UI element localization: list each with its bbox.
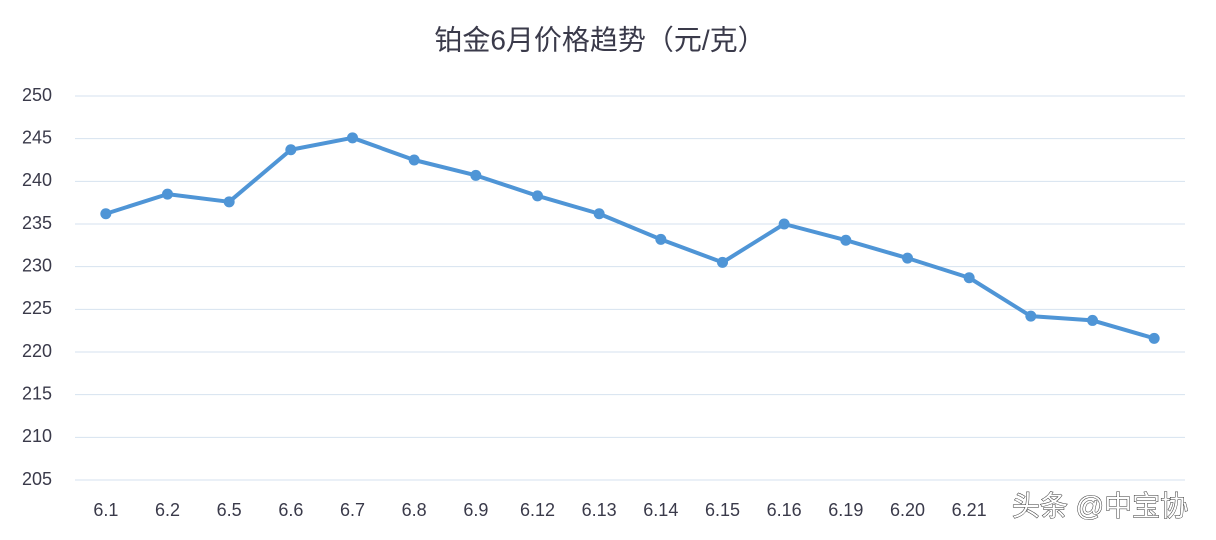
y-tick-label: 220 <box>22 341 52 361</box>
point <box>347 132 358 144</box>
point <box>963 272 975 284</box>
x-tick-label: 6.6 <box>278 500 303 520</box>
x-tick-label: 6.5 <box>217 500 242 520</box>
x-tick-label: 6.15 <box>705 500 740 520</box>
x-tick-label: 6.16 <box>767 500 802 520</box>
point <box>408 154 420 166</box>
y-tick-label: 230 <box>22 255 52 275</box>
x-tick-label: 6.7 <box>340 500 365 520</box>
x-tick-label: 6.8 <box>402 500 427 520</box>
point <box>285 144 297 156</box>
watermark: 头条 @中宝协 <box>1012 490 1188 521</box>
point <box>1087 314 1098 326</box>
x-tick-label: 6.21 <box>952 500 987 520</box>
y-tick-label: 245 <box>22 127 52 147</box>
chart-title: 铂金6月价格趋势（元/克） <box>434 24 765 55</box>
x-tick-label: 6.1 <box>93 500 118 520</box>
y-tick-label: 215 <box>22 383 52 403</box>
x-tick-label: 6.9 <box>463 500 488 520</box>
x-tick-label: 6.20 <box>890 500 925 520</box>
point <box>1148 332 1160 344</box>
y-tick-label: 235 <box>22 213 52 233</box>
point <box>100 208 112 220</box>
point <box>223 196 235 208</box>
x-tick-label: 6.13 <box>582 500 617 520</box>
point <box>717 256 728 268</box>
y-tick-label: 225 <box>22 298 52 318</box>
point <box>902 252 913 264</box>
x-tick-label: 6.2 <box>155 500 180 520</box>
point <box>593 208 605 220</box>
y-tick-label: 240 <box>22 170 52 190</box>
x-tick-label: 6.12 <box>520 500 555 520</box>
x-tick-label: 6.14 <box>643 500 678 520</box>
y-tick-label: 250 <box>22 85 52 105</box>
point <box>778 218 790 230</box>
point <box>162 188 173 200</box>
point <box>840 234 852 246</box>
point <box>532 190 543 202</box>
x-tick-label: 6.19 <box>828 500 863 520</box>
y-tick-label: 205 <box>22 469 52 489</box>
point <box>470 169 482 181</box>
point <box>1025 310 1037 322</box>
y-tick-label: 210 <box>22 426 52 446</box>
line <box>105 135 1155 341</box>
point <box>655 233 667 245</box>
